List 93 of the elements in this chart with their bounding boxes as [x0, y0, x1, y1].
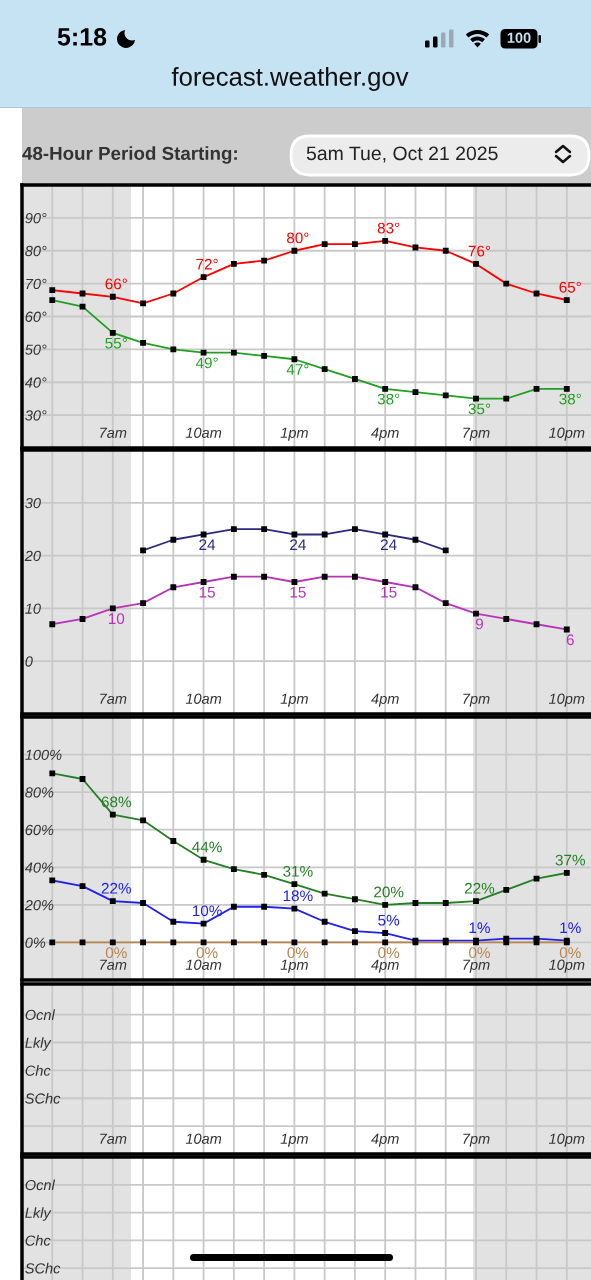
data-label: 1%	[560, 922, 581, 934]
data-label: 1%	[469, 922, 490, 934]
y-tick-label: Chc	[25, 1065, 51, 1076]
y-tick-label: 0	[25, 656, 33, 667]
y-tick-label: 80°	[25, 245, 47, 257]
data-label: 15	[199, 586, 215, 598]
x-tick-label: 7pm	[463, 959, 490, 973]
data-label: 65°	[559, 281, 581, 293]
y-tick-label: Lkly	[25, 1207, 52, 1221]
data-label: 44%	[192, 841, 222, 853]
data-label: 0%	[287, 947, 309, 959]
y-tick-label: 10	[25, 603, 41, 614]
y-tick-label: 40°	[24, 377, 47, 388]
x-tick-label: 1pm	[280, 427, 308, 441]
y-tick-label: Chc	[25, 1235, 51, 1246]
data-label: 76°	[468, 245, 491, 257]
x-tick-label: 10am	[185, 427, 222, 438]
text: 5:18	[57, 28, 107, 46]
data-label: 35°	[468, 403, 491, 415]
x-tick-label: 7pm	[463, 693, 490, 707]
data-label: 24	[380, 539, 397, 550]
data-label: 83°	[377, 222, 400, 234]
data-label: 10%	[192, 905, 222, 917]
data-label: 20%	[374, 886, 404, 898]
y-tick-label: 60%	[25, 824, 54, 836]
data-label: 31%	[283, 865, 313, 877]
y-tick-label: 20%	[24, 899, 54, 911]
x-tick-label: 4pm	[371, 959, 399, 973]
y-tick-label: Ocnl	[25, 1179, 56, 1191]
chart-title: 48-Hour Period Starting:	[22, 146, 237, 164]
x-tick-label: 4pm	[371, 693, 399, 707]
data-label: 72°	[196, 258, 218, 270]
data-label: 47°	[286, 364, 309, 375]
y-tick-label: SChc	[25, 1262, 61, 1274]
text: forecast.weather.gov	[171, 67, 409, 91]
data-label: 22%	[101, 882, 132, 894]
data-label: 10	[108, 613, 125, 625]
data-label: 0%	[469, 947, 490, 959]
y-tick-label: 30°	[25, 410, 47, 421]
x-tick-label: 10am	[185, 1133, 222, 1144]
x-tick-label: 10pm	[548, 427, 585, 441]
data-label: 38°	[559, 393, 581, 405]
x-tick-label: 7pm	[463, 427, 490, 441]
data-label: 15	[381, 586, 397, 598]
text: 100	[507, 32, 531, 43]
data-label: 0%	[105, 947, 127, 959]
data-label: 80°	[286, 232, 309, 244]
data-label: 15	[290, 586, 306, 598]
data-label: 22%	[464, 882, 495, 894]
x-tick-label: 7am	[100, 693, 127, 704]
x-tick-label: 10pm	[548, 1133, 585, 1147]
y-tick-label: 0%	[25, 937, 46, 948]
y-tick-label: Ocnl	[25, 1009, 56, 1021]
x-tick-label: 10pm	[548, 693, 585, 707]
y-tick-label: Lkly	[25, 1037, 52, 1051]
x-tick-label: 10am	[185, 959, 222, 970]
y-tick-label: 90°	[25, 212, 47, 224]
x-tick-label: 4pm	[371, 1133, 399, 1147]
data-label: 49°	[195, 357, 218, 369]
data-label: 9	[475, 618, 483, 630]
x-tick-label: 4pm	[371, 427, 399, 441]
data-label: 0%	[559, 947, 581, 959]
data-label: 24	[199, 539, 216, 550]
data-label: 24	[290, 539, 306, 550]
data-label: 68%	[101, 796, 132, 808]
y-tick-label: 100%	[25, 749, 62, 760]
x-tick-label: 1pm	[280, 959, 308, 973]
data-label: 38°	[377, 393, 400, 405]
y-tick-label: 30	[25, 497, 41, 509]
data-label: 55°	[105, 337, 127, 349]
x-tick-label: 7pm	[463, 1133, 490, 1147]
x-tick-label: 10am	[185, 693, 222, 704]
y-tick-label: 50°	[25, 344, 47, 355]
data-label: 66°	[105, 278, 127, 290]
x-tick-label: 7am	[100, 427, 127, 438]
x-tick-label: 10pm	[548, 959, 585, 973]
x-tick-label: 1pm	[280, 1133, 308, 1147]
chart-subtitle: 5am Tue, Oct 21 2025	[306, 146, 498, 163]
x-tick-label: 7am	[100, 959, 127, 970]
data-label: 0%	[196, 947, 218, 959]
data-label: 0%	[378, 947, 400, 959]
x-tick-label: 1pm	[280, 693, 308, 707]
y-tick-label: SChc	[25, 1092, 61, 1104]
data-label: 6	[566, 634, 574, 646]
data-label: 5%	[378, 914, 400, 926]
y-tick-label: 70°	[26, 278, 47, 290]
y-tick-label: 60°	[25, 311, 47, 322]
x-tick-label: 7am	[100, 1133, 127, 1144]
data-label: 18%	[283, 890, 313, 902]
y-tick-label: 20	[24, 550, 41, 562]
data-label: 37%	[555, 854, 586, 866]
y-tick-label: 40%	[24, 862, 54, 873]
y-tick-label: 80%	[25, 787, 54, 798]
